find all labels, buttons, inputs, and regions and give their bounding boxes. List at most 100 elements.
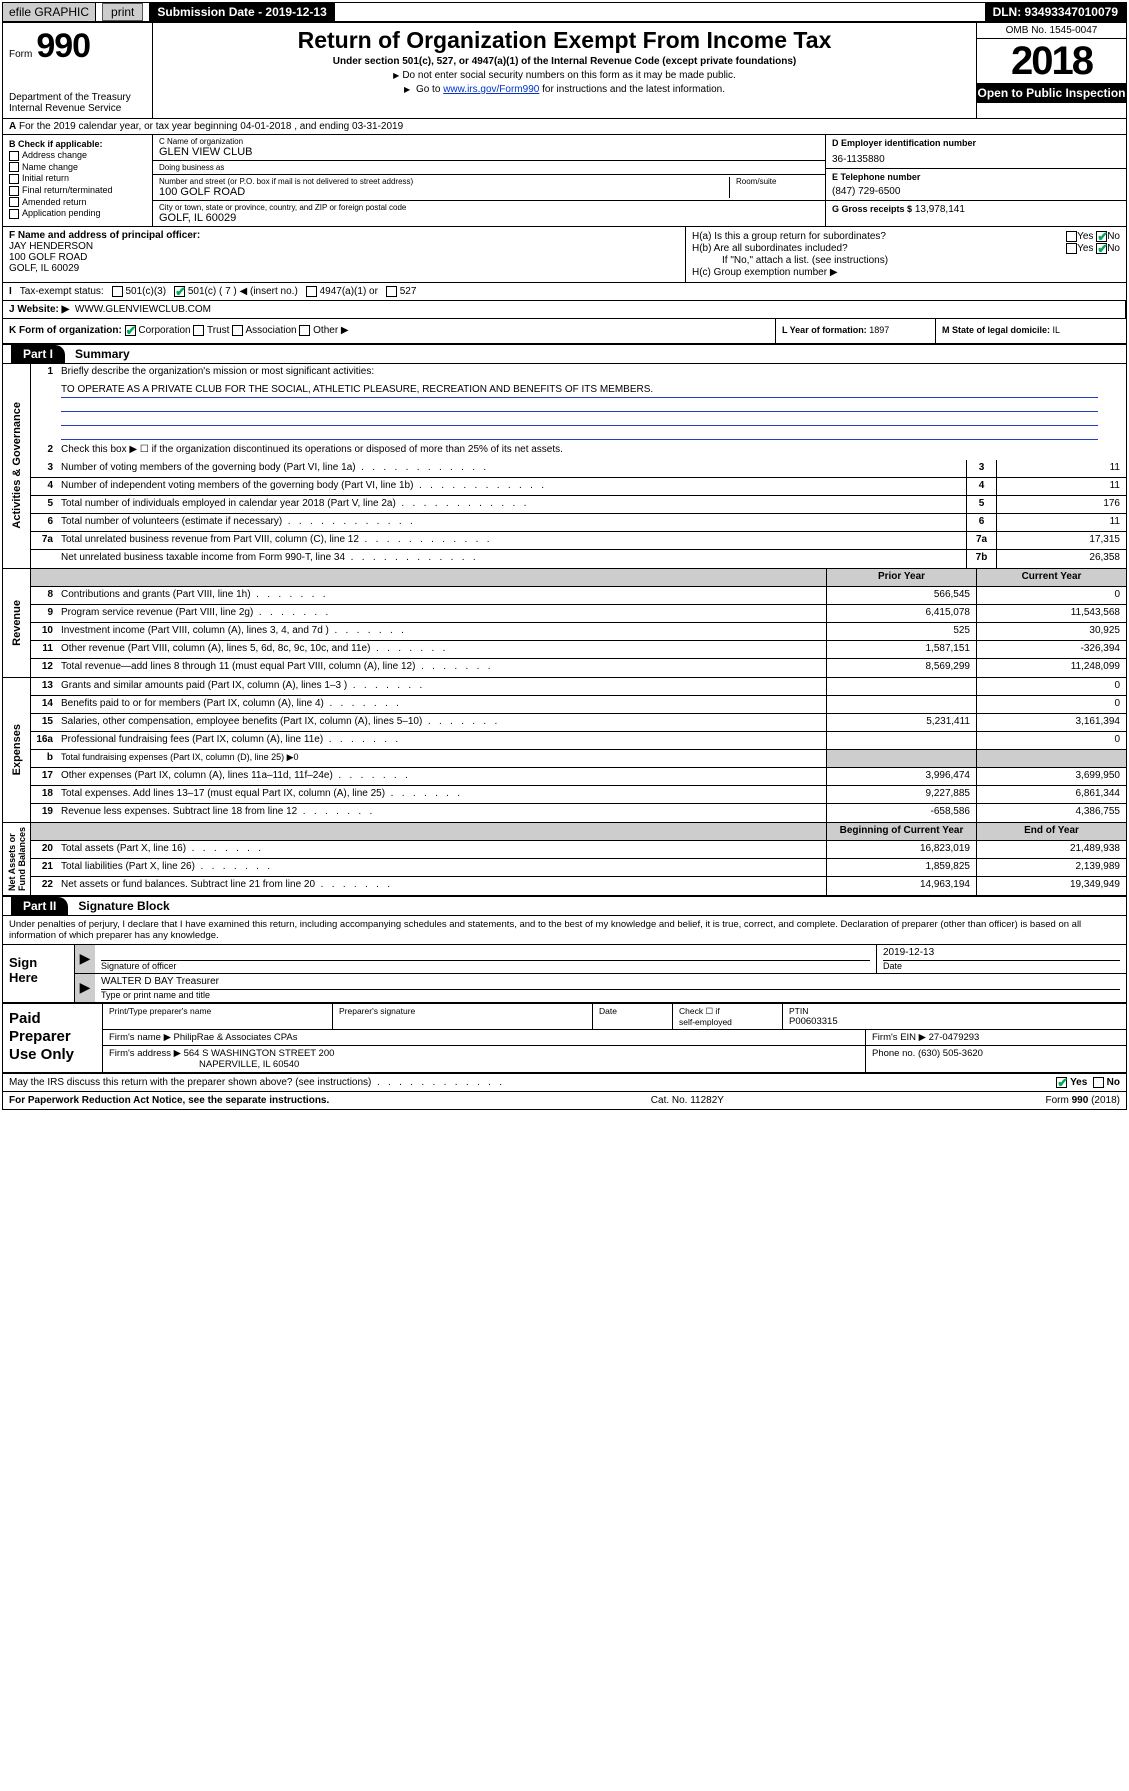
gov-row: 7aTotal unrelated business revenue from … — [31, 532, 1126, 550]
perjury-text: Under penalties of perjury, I declare th… — [3, 916, 1126, 945]
ha-label: H(a) Is this a group return for subordin… — [692, 231, 886, 242]
dba-label: Doing business as — [159, 163, 819, 172]
side-rev: Revenue — [11, 600, 23, 646]
box-b-header: B Check if applicable: — [9, 139, 146, 149]
header-right: OMB No. 1545-0047 2018 Open to Public In… — [976, 23, 1126, 118]
firm-ein-lbl: Firm's EIN ▶ — [872, 1032, 926, 1043]
hdr-curr: Current Year — [976, 569, 1126, 586]
chk-amended[interactable]: Amended return — [9, 197, 146, 208]
domicile-label: M State of legal domicile: — [942, 325, 1050, 335]
chk-527[interactable]: 527 — [386, 286, 416, 297]
irs-link[interactable]: www.irs.gov/Form990 — [443, 84, 539, 95]
chk-final[interactable]: Final return/terminated — [9, 185, 146, 196]
hb-note: If "No," attach a list. (see instruction… — [692, 255, 1120, 266]
submission-date: Submission Date - 2019-12-13 — [149, 3, 334, 21]
officer-label: F Name and address of principal officer: — [9, 230, 200, 241]
form-subtitle: Under section 501(c), 527, or 4947(a)(1)… — [161, 56, 968, 67]
part1-header: Part I Summary — [3, 345, 1126, 364]
street-label: Number and street (or P.O. box if mail i… — [159, 177, 729, 186]
street-value: 100 GOLF ROAD — [159, 186, 729, 198]
group-governance: Activities & Governance 1Briefly describ… — [3, 364, 1126, 569]
ein-value: 36-1135880 — [832, 154, 1120, 165]
gov-row: 6Total number of volunteers (estimate if… — [31, 514, 1126, 532]
chk-501c[interactable]: 501(c) ( 7 ) ◀ (insert no.) — [174, 286, 298, 297]
chk-assoc[interactable] — [232, 325, 243, 336]
amount-row: 13Grants and similar amounts paid (Part … — [31, 678, 1126, 696]
box-b: B Check if applicable: Address change Na… — [3, 135, 153, 226]
hc-label: H(c) Group exemption number ▶ — [692, 267, 838, 278]
page-footer: For Paperwork Reduction Act Notice, see … — [3, 1092, 1126, 1109]
row-k: K Form of organization: Corporation Trus… — [3, 319, 1126, 344]
chk-501c3[interactable]: 501(c)(3) — [112, 286, 166, 297]
chk-address[interactable]: Address change — [9, 150, 146, 161]
print-button[interactable]: print — [102, 3, 143, 21]
chk-4947[interactable]: 4947(a)(1) or — [306, 286, 378, 297]
dept-label: Department of the Treasury Internal Reve… — [9, 92, 146, 114]
chk-initial[interactable]: Initial return — [9, 173, 146, 184]
chk-corp[interactable] — [125, 325, 136, 336]
part2-title: Signature Block — [78, 899, 169, 913]
gov-row: 3Number of voting members of the governi… — [31, 460, 1126, 478]
form-title: Return of Organization Exempt From Incom… — [161, 27, 968, 54]
amount-row: 15Salaries, other compensation, employee… — [31, 714, 1126, 732]
sig-arrow1: ▶ — [75, 945, 95, 973]
org-name: GLEN VIEW CLUB — [159, 146, 819, 158]
chk-pending[interactable]: Application pending — [9, 208, 146, 219]
domicile-val: IL — [1053, 325, 1061, 335]
discuss-no[interactable] — [1093, 1077, 1104, 1088]
firm-name-lbl: Firm's name ▶ — [109, 1032, 171, 1043]
chk-trust[interactable] — [193, 325, 204, 336]
chk-other[interactable] — [299, 325, 310, 336]
section-a: A For the 2019 calendar year, or tax yea… — [3, 119, 1126, 135]
firm-addr-lbl: Firm's address ▶ — [109, 1048, 181, 1059]
tel-value: (847) 729-6500 — [832, 186, 1120, 197]
form-header: Form 990 Department of the Treasury Inte… — [3, 23, 1126, 119]
box-d: D Employer identification number 36-1135… — [826, 135, 1126, 226]
firm-city-val: NAPERVILLE, IL 60540 — [109, 1059, 299, 1070]
header-center: Return of Organization Exempt From Incom… — [153, 23, 976, 118]
note2-post: for instructions and the latest informat… — [539, 84, 725, 95]
amount-row: 10Investment income (Part VIII, column (… — [31, 623, 1126, 641]
firm-ph-val: (630) 505-3620 — [918, 1048, 983, 1059]
side-gov: Activities & Governance — [11, 402, 23, 529]
amount-row: 22Net assets or fund balances. Subtract … — [31, 877, 1126, 895]
hdr-prior: Prior Year — [826, 569, 976, 586]
prep-date-lbl: Date — [599, 1006, 666, 1016]
form-word: Form — [9, 49, 32, 60]
website-label: Website: ▶ — [17, 304, 69, 315]
note-link: Go to www.irs.gov/Form990 for instructio… — [161, 84, 968, 95]
side-exp: Expenses — [11, 724, 23, 775]
paid-preparer-block: Paid Preparer Use Only Print/Type prepar… — [3, 1004, 1126, 1074]
taxexempt-label: Tax-exempt status: — [20, 286, 104, 297]
amount-row: bTotal fundraising expenses (Part IX, co… — [31, 750, 1126, 768]
ptin-lbl: PTIN — [789, 1006, 1120, 1016]
ptin-val: P00603315 — [789, 1016, 1120, 1027]
hdr-end: End of Year — [976, 823, 1126, 840]
row-i: I Tax-exempt status: 501(c)(3) 501(c) ( … — [3, 283, 1126, 301]
l2-text: Check this box ▶ ☐ if the organization d… — [57, 442, 1126, 460]
hb-answer: Yes No — [1066, 243, 1120, 254]
sign-here-label: Sign Here — [3, 945, 75, 1002]
tel-label: E Telephone number — [832, 172, 1120, 182]
note2-pre: Go to — [416, 84, 443, 95]
discuss-answer: Yes No — [1056, 1077, 1120, 1088]
dln-label: DLN: 93493347010079 — [985, 3, 1126, 21]
chk-name[interactable]: Name change — [9, 162, 146, 173]
hb-label: H(b) Are all subordinates included? — [692, 243, 848, 254]
cat-no: Cat. No. 11282Y — [329, 1095, 1045, 1106]
amount-row: 18Total expenses. Add lines 13–17 (must … — [31, 786, 1126, 804]
officer-name: JAY HENDERSON — [9, 241, 93, 252]
header-left: Form 990 Department of the Treasury Inte… — [3, 23, 153, 118]
discuss-yes[interactable] — [1056, 1077, 1067, 1088]
side-net: Net Assets or Fund Balances — [7, 827, 27, 891]
firm-ph-lbl: Phone no. — [872, 1048, 915, 1059]
amount-row: 21Total liabilities (Part X, line 26)1,8… — [31, 859, 1126, 877]
amount-row: 8Contributions and grants (Part VIII, li… — [31, 587, 1126, 605]
group-expenses: Expenses 13Grants and similar amounts pa… — [3, 678, 1126, 823]
group-netassets: Net Assets or Fund Balances Beginning of… — [3, 823, 1126, 897]
tax-year-range: For the 2019 calendar year, or tax year … — [19, 121, 403, 132]
gov-row: 5Total number of individuals employed in… — [31, 496, 1126, 514]
discuss-row: May the IRS discuss this return with the… — [3, 1074, 1126, 1092]
box-h: H(a) Is this a group return for subordin… — [686, 227, 1126, 282]
l1-label: Briefly describe the organization's miss… — [57, 364, 1126, 382]
